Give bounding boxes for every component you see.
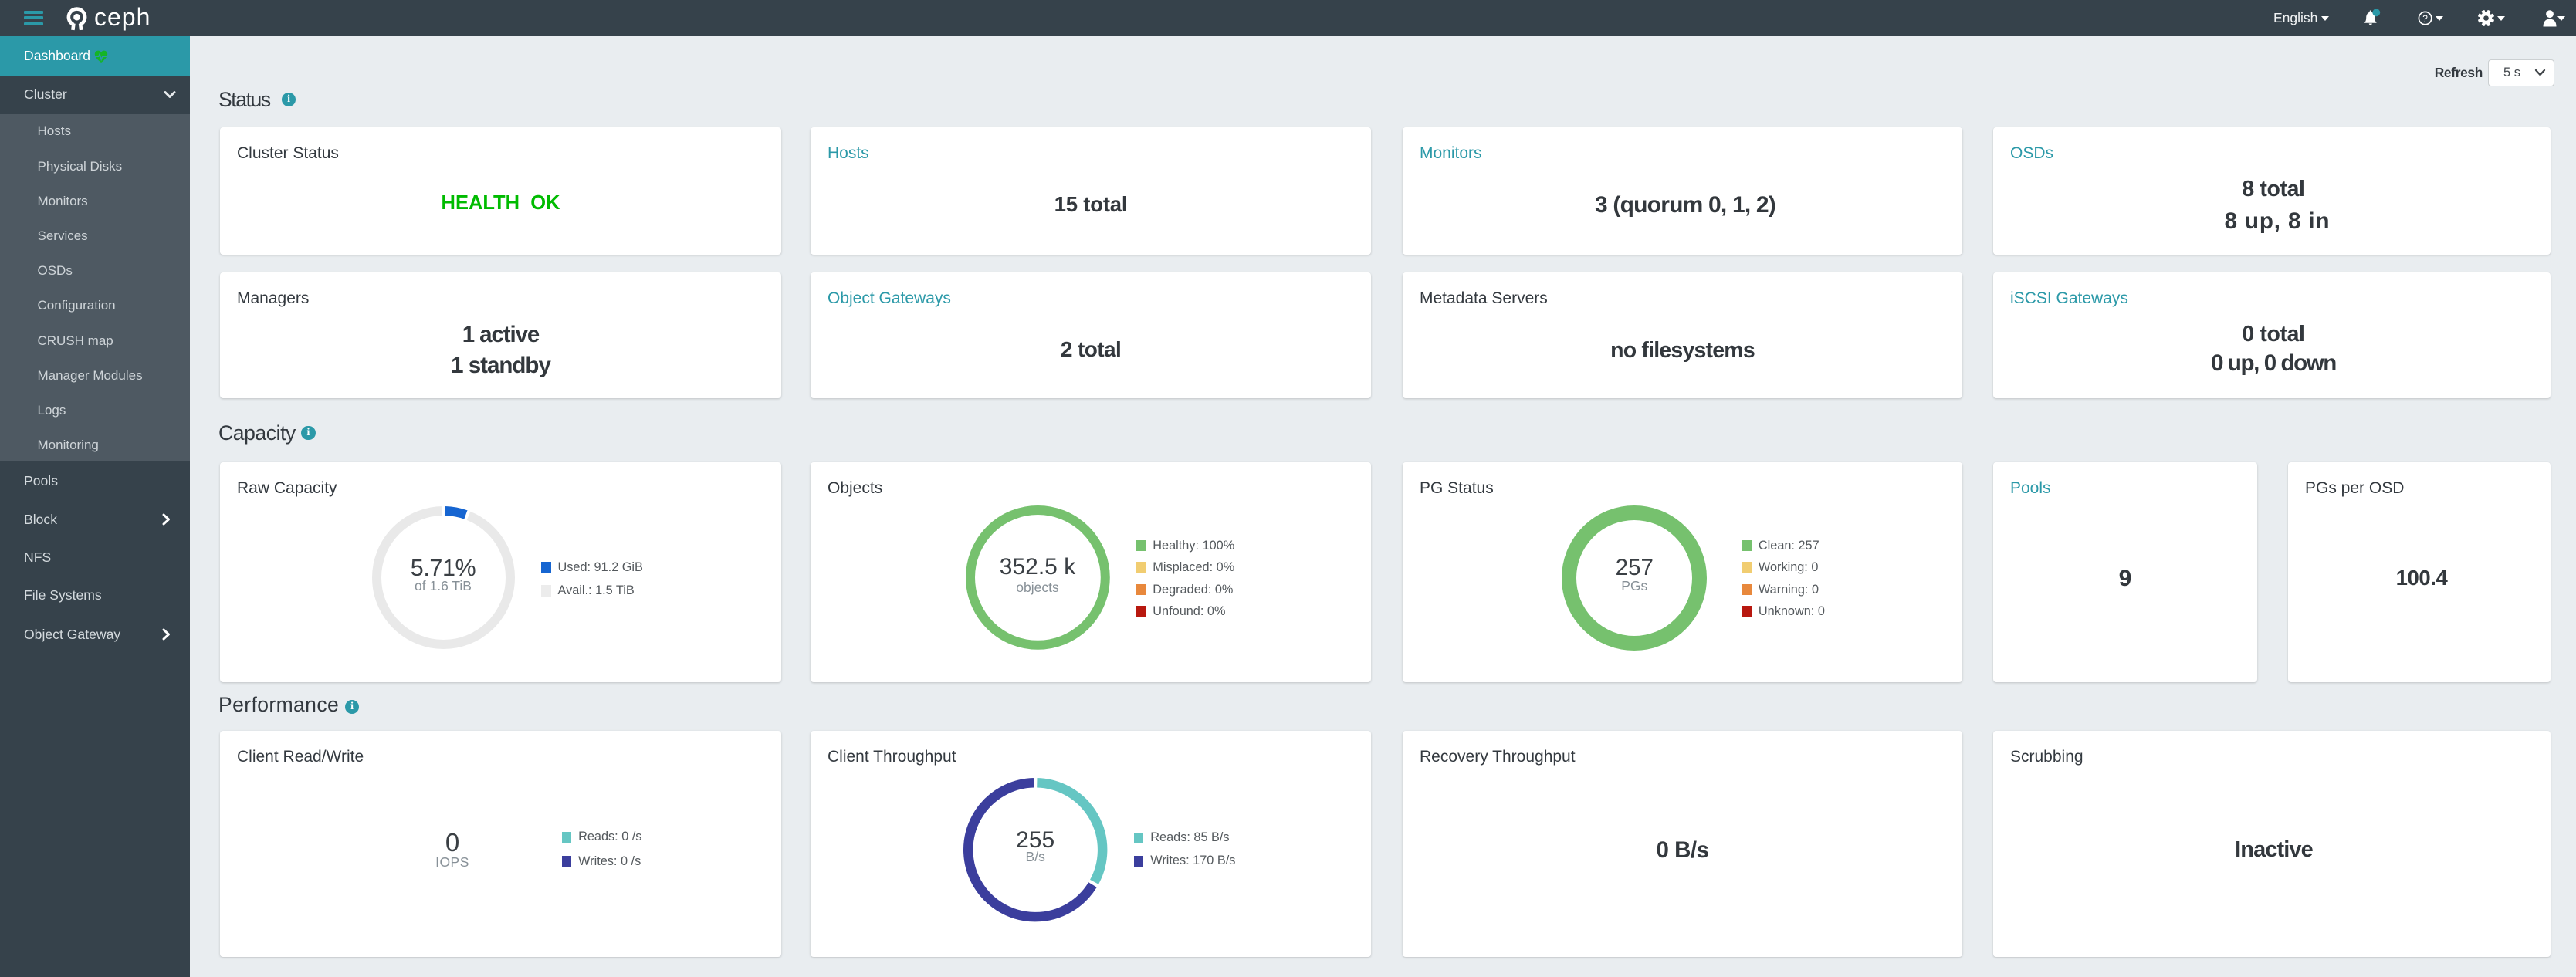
svg-text:?: ? [2422,13,2428,24]
